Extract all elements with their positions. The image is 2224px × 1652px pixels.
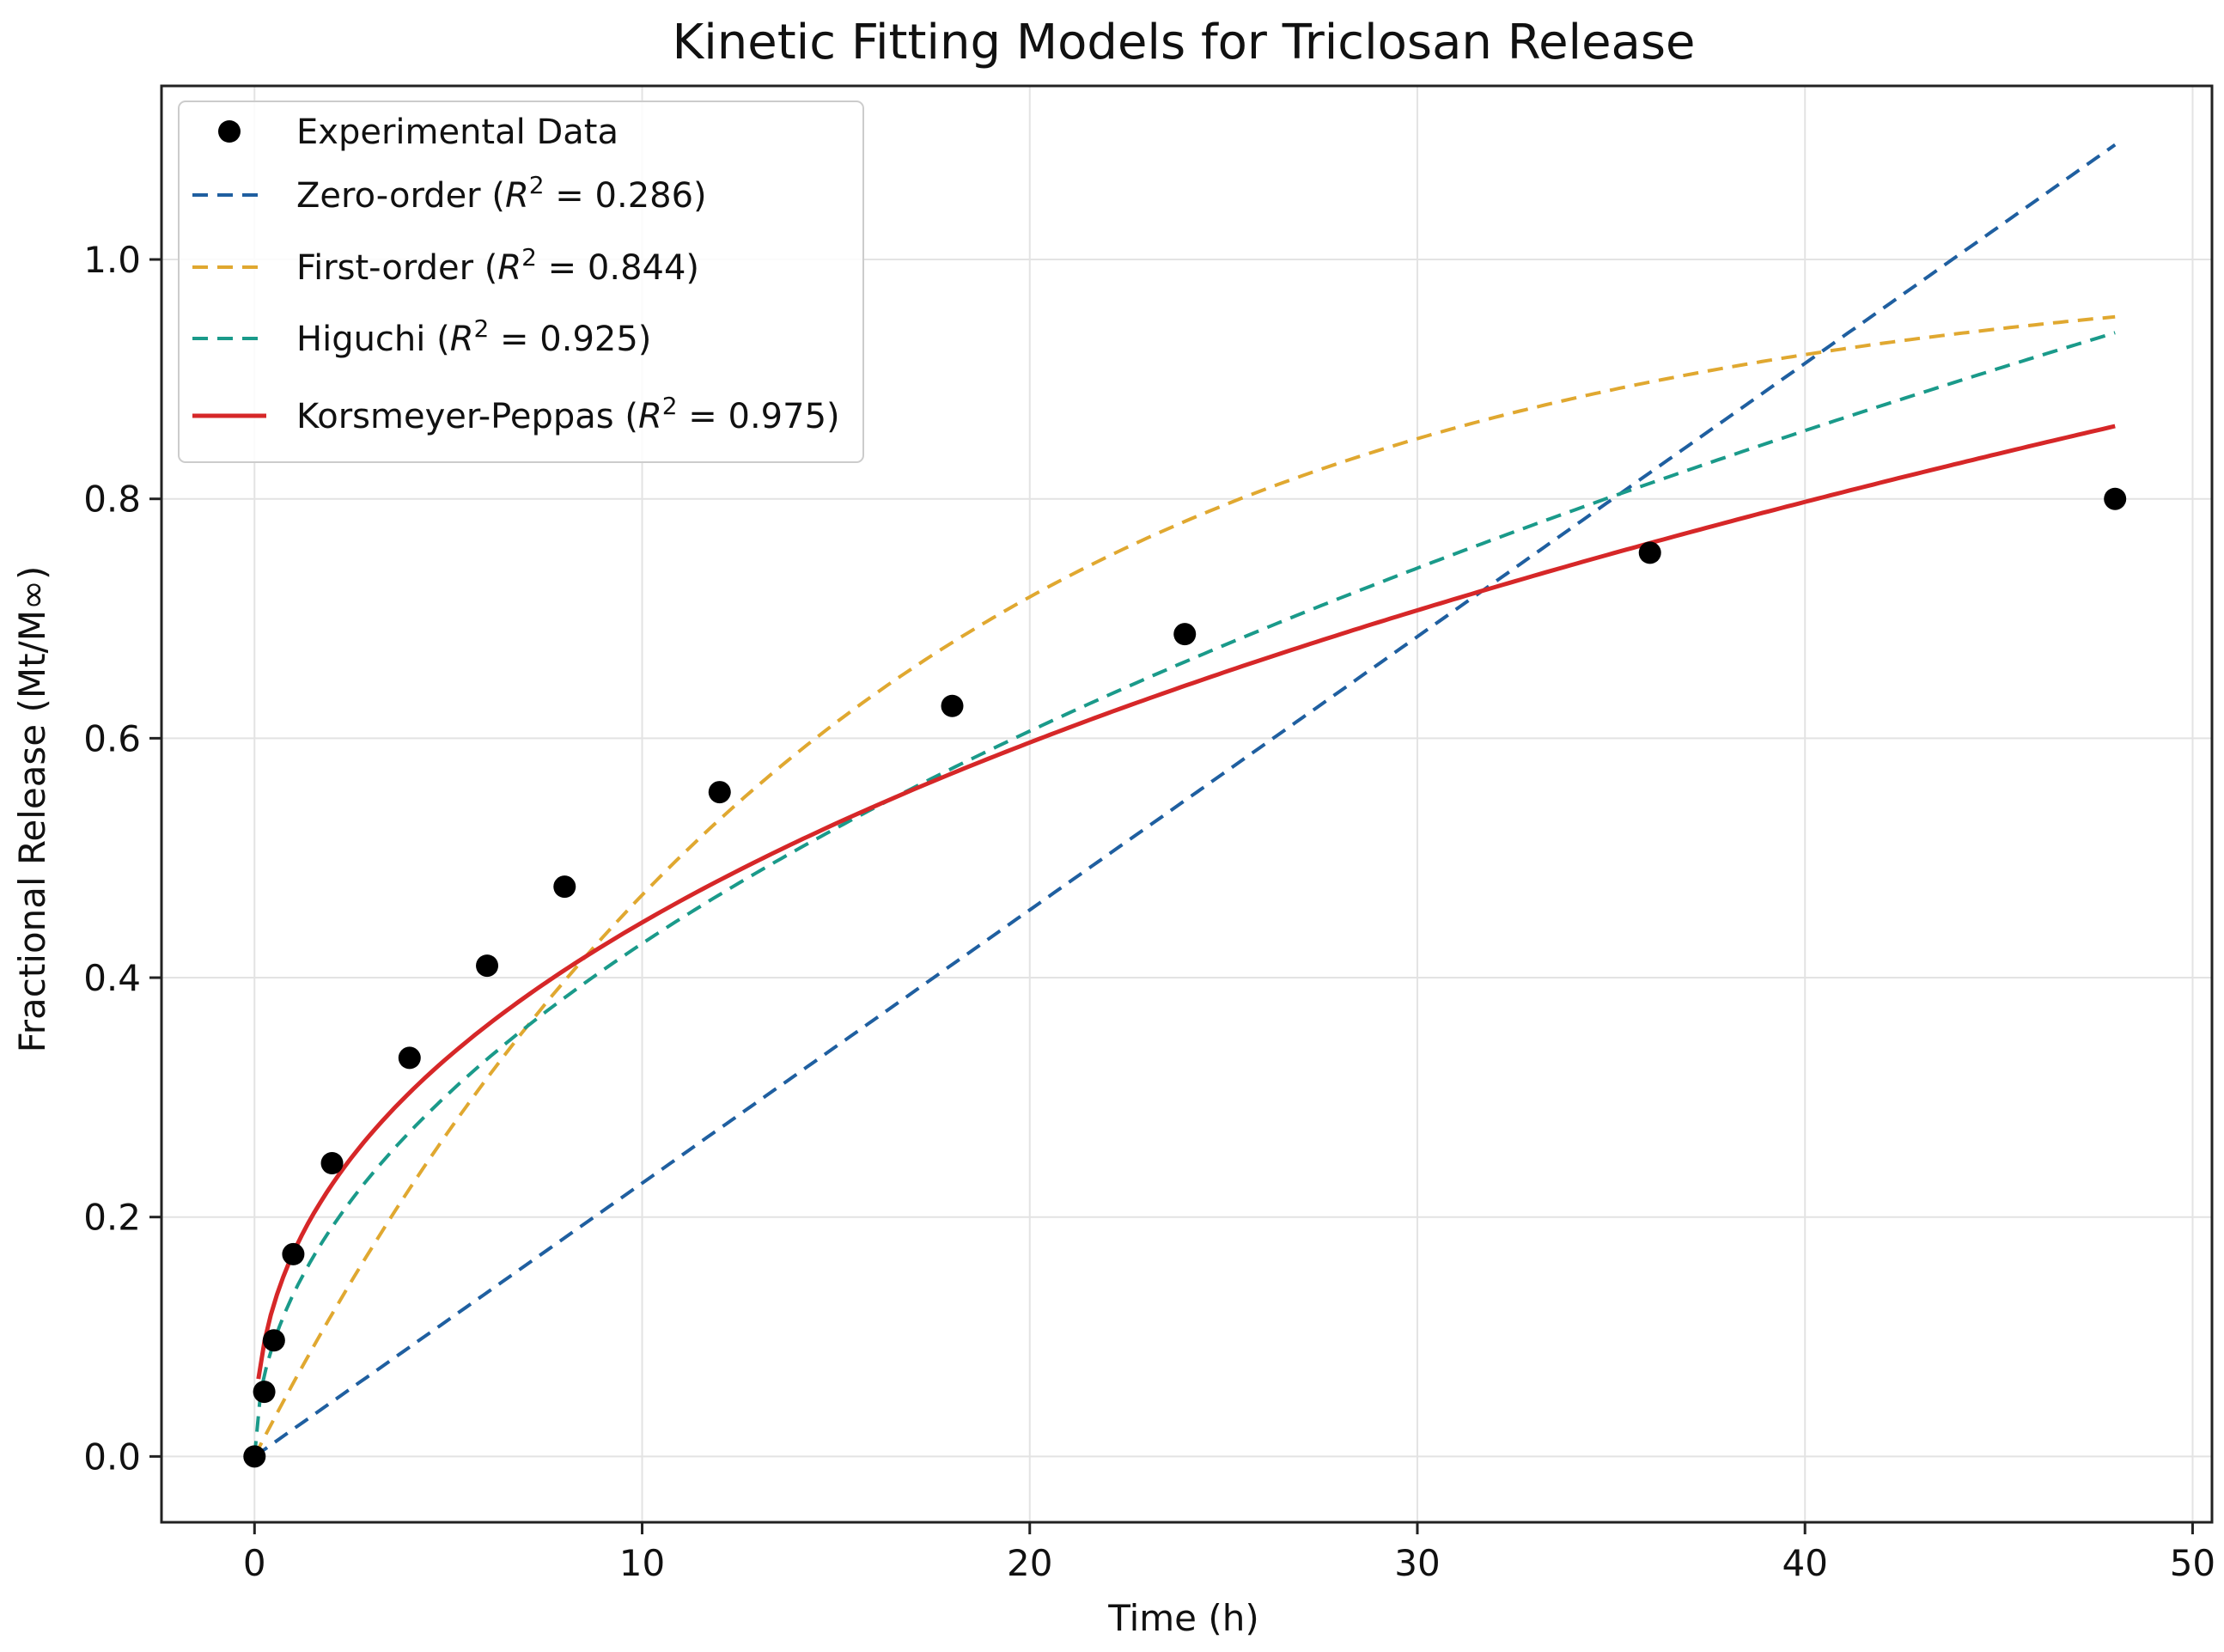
data-point bbox=[1638, 541, 1661, 564]
y-tick-label: 1.0 bbox=[83, 239, 141, 281]
series-line-higuchi bbox=[253, 331, 2116, 1457]
y-tick-label: 0.2 bbox=[83, 1197, 141, 1239]
data-point bbox=[262, 1329, 285, 1352]
data-point bbox=[708, 781, 731, 804]
series-line-zero bbox=[253, 143, 2117, 1459]
chart-title: Kinetic Fitting Models for Triclosan Rel… bbox=[672, 15, 1695, 70]
data-point bbox=[553, 875, 576, 899]
data-point bbox=[1173, 623, 1197, 646]
data-point bbox=[253, 1381, 276, 1404]
legend-label-higuchi: Higuchi (R2 = 0.925) bbox=[296, 314, 651, 359]
x-axis-label: Time (h) bbox=[1107, 1597, 1259, 1639]
x-tick-label: 10 bbox=[619, 1542, 665, 1584]
x-tick-label: 30 bbox=[1394, 1542, 1440, 1584]
y-tick-label: 0.0 bbox=[83, 1436, 141, 1478]
experimental-points bbox=[243, 487, 2127, 1468]
legend-box bbox=[178, 101, 864, 463]
x-tick-label: 40 bbox=[1782, 1542, 1827, 1584]
series-line-first bbox=[253, 314, 2116, 1458]
data-point bbox=[2104, 487, 2127, 510]
legend-label-experimental: Experimental Data bbox=[296, 113, 618, 152]
x-axis-ticks: 0 10 20 30 40 50 bbox=[243, 1522, 2215, 1584]
x-tick-label: 50 bbox=[2170, 1542, 2215, 1584]
series-line-peppas bbox=[256, 424, 2116, 1380]
data-point bbox=[476, 954, 499, 978]
y-axis-label: Fractional Release (Mt/M∞) bbox=[11, 566, 53, 1053]
data-point bbox=[282, 1242, 305, 1265]
plot-frame bbox=[160, 84, 2214, 1524]
data-point bbox=[320, 1152, 344, 1174]
x-tick-label: 0 bbox=[243, 1542, 266, 1584]
data-point bbox=[243, 1445, 266, 1468]
data-point bbox=[398, 1046, 421, 1070]
legend-label-peppas: Korsmeyer-Peppas (R2 = 0.975) bbox=[296, 392, 840, 436]
y-tick-label: 0.4 bbox=[83, 957, 141, 999]
legend-marker-experimental bbox=[218, 120, 241, 143]
y-tick-label: 0.8 bbox=[83, 479, 141, 521]
y-tick-label: 0.6 bbox=[83, 717, 141, 759]
model-curves bbox=[253, 143, 2117, 1459]
legend-label-first: First-order (R2 = 0.844) bbox=[296, 243, 699, 288]
y-axis-ticks: 0.0 0.2 0.4 0.6 0.8 1.0 bbox=[83, 239, 161, 1478]
legend: Experimental Data Zero-order (R2 = 0.286)… bbox=[178, 101, 864, 463]
x-tick-label: 20 bbox=[1007, 1542, 1052, 1584]
data-point bbox=[941, 694, 964, 717]
legend-label-zero: Zero-order (R2 = 0.286) bbox=[296, 171, 707, 216]
